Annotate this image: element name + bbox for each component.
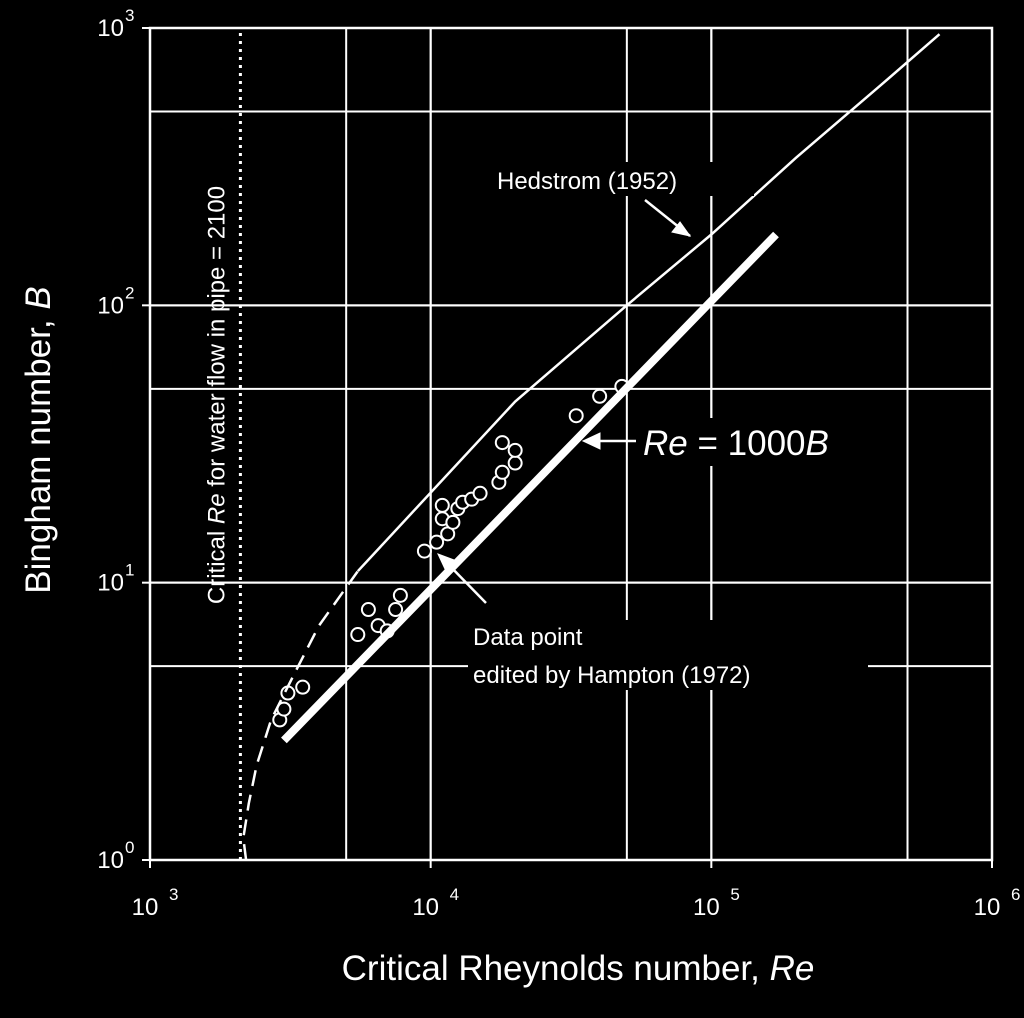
- data-point-label-bg: [468, 620, 868, 690]
- data-point: [388, 602, 404, 618]
- data-point: [494, 435, 510, 451]
- re-eq-label-bg: [638, 418, 878, 466]
- series-layer: [238, 28, 941, 861]
- y-axis-label: Bingham number, B: [19, 286, 58, 593]
- data-point: [472, 485, 488, 501]
- data-point: [434, 497, 450, 513]
- tick-labels: 10 3 10 4 10 5 10 610 010 110 210 3: [97, 6, 1020, 921]
- y-tick-exponent: 3: [125, 6, 134, 25]
- x-axis-label: Critical Rheynolds number, Re: [342, 949, 815, 988]
- critical-re-annotation: Critical Re for water flow in pipe = 210…: [203, 186, 230, 604]
- re-eq-arrowhead: [581, 432, 601, 450]
- x-tick-label: 10: [132, 894, 159, 921]
- hedstrom-dashed-curve: [242, 570, 359, 861]
- x-tick-exponent: 3: [169, 885, 178, 904]
- y-tick-label: 10: [97, 15, 124, 42]
- y-tick-label: 10: [97, 292, 124, 319]
- data-point: [494, 464, 510, 480]
- y-tick-exponent: 0: [125, 838, 134, 857]
- data-point: [350, 627, 366, 643]
- re-1000b-line: [281, 231, 779, 744]
- x-tick-label: 10: [974, 894, 1001, 921]
- data-point: [507, 455, 523, 471]
- x-tick-exponent: 5: [730, 885, 739, 904]
- hedstrom-label: Hedstrom (1952): [497, 168, 677, 195]
- y-tick-label: 10: [97, 847, 124, 874]
- plot-frame: [148, 26, 994, 862]
- data-point-arrow: [445, 561, 487, 604]
- hedstrom-curve: [356, 33, 941, 573]
- y-tick-exponent: 2: [125, 283, 134, 302]
- x-tick-label: 10: [412, 894, 439, 921]
- x-tick-exponent: 6: [1011, 885, 1020, 904]
- data-point: [416, 543, 432, 559]
- annotations: Critical Re for water flow in pipe = 210…: [203, 162, 878, 690]
- axis-labels: Critical Rheynolds number, Re Bingham num…: [19, 286, 814, 988]
- data-point: [392, 587, 408, 603]
- x-tick-label: 10: [693, 894, 720, 921]
- hedstrom-label-bg: [492, 162, 754, 196]
- data-point: [507, 442, 523, 458]
- hedstrom-arrowhead: [671, 221, 692, 237]
- data-point-label-line1: Data point: [473, 624, 583, 651]
- x-tick-exponent: 4: [450, 885, 459, 904]
- y-tick-exponent: 1: [125, 561, 134, 580]
- data-point-label-line2: edited by Hampton (1972): [473, 662, 751, 689]
- data-point: [445, 514, 461, 530]
- data-point-arrowhead: [437, 553, 455, 570]
- data-point: [295, 679, 311, 695]
- re-equation-label: Re = 1000B: [643, 424, 829, 463]
- y-tick-label: 10: [97, 570, 124, 597]
- data-point: [568, 408, 584, 424]
- data-point: [429, 534, 445, 550]
- data-point: [592, 388, 608, 404]
- data-point: [360, 602, 376, 618]
